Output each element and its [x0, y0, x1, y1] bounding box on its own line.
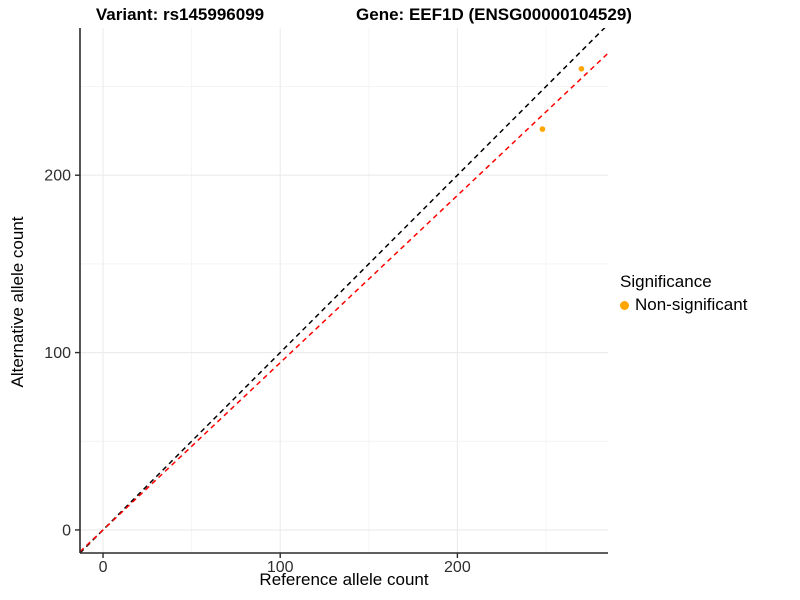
- y-axis-title: Alternative allele count: [8, 216, 27, 388]
- data-point: [578, 65, 585, 72]
- x-tick-label-200: 200: [444, 559, 471, 576]
- y-tick-label-200: 200: [44, 168, 71, 185]
- y-tick-label-0: 0: [62, 522, 71, 539]
- plot-title-variant: Variant: rs145996099: [95, 5, 265, 24]
- x-tick-label-0: 0: [99, 559, 108, 576]
- legend-item-non-significant: Non-significant: [620, 295, 747, 315]
- legend-title: Significance: [620, 272, 712, 291]
- abline-fit: [80, 52, 608, 553]
- x-tick-label-100: 100: [267, 559, 294, 576]
- legend: Significance Non-significant: [620, 272, 747, 315]
- plot-title-gene: Gene: EEF1D (ENSG00000104529): [356, 5, 632, 24]
- abline-identity: [80, 28, 606, 553]
- legend-point-icon: [620, 300, 629, 310]
- legend-item-label: Non-significant: [635, 295, 748, 314]
- x-axis-title: Reference allele count: [259, 570, 429, 589]
- data-point: [539, 126, 546, 132]
- y-tick-label-100: 100: [44, 345, 71, 362]
